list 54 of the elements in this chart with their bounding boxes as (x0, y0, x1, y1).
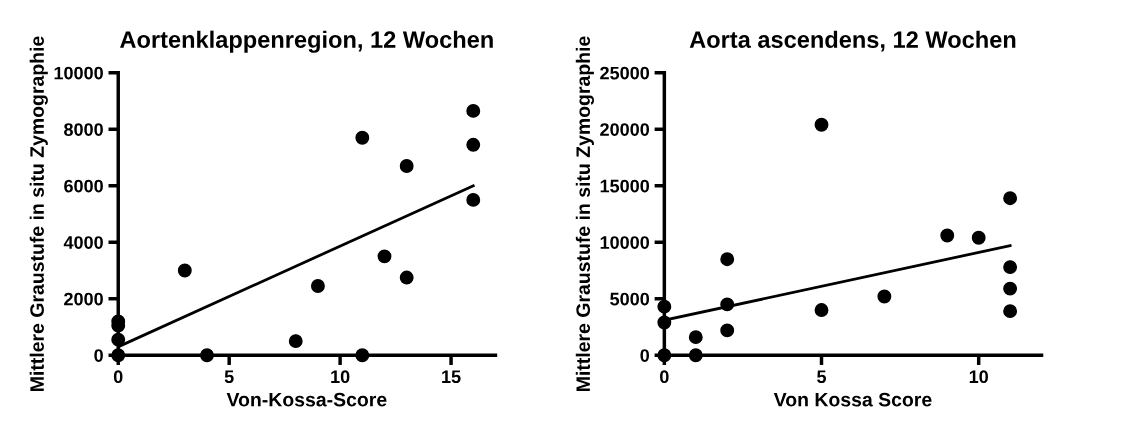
y-tick-label: 10000 (600, 236, 650, 249)
y-tick-label: 8000 (64, 123, 103, 136)
point (200, 348, 214, 363)
point (111, 332, 126, 347)
point (355, 130, 370, 145)
point (657, 299, 672, 314)
point (466, 192, 481, 207)
point (720, 323, 735, 338)
y-tick-label: 2000 (64, 292, 103, 306)
point (877, 289, 892, 304)
point (814, 117, 829, 132)
point (355, 348, 370, 363)
y-tick-label: 0 (640, 349, 650, 362)
chart-title: Aortenklappenregion, 12 Wochen (120, 30, 493, 53)
point (1003, 281, 1018, 296)
point (399, 270, 414, 285)
y-tick-label: 10000 (54, 66, 103, 80)
y-axis-title: Mittlere Graustufe in situ Zymographie (29, 36, 48, 391)
x-tick-label: 5 (817, 370, 827, 384)
point (720, 297, 735, 312)
y-tick-label: 15000 (600, 179, 650, 193)
point (657, 315, 672, 330)
chart-title: Aorta ascendens, 12 Wochen (689, 30, 1016, 52)
point (720, 252, 735, 267)
point (466, 103, 481, 118)
y-tick-label: 0 (94, 349, 103, 362)
x-tick-label: 15 (442, 370, 461, 384)
x-tick-label: 0 (660, 370, 669, 384)
point (814, 303, 829, 317)
y-tick-label: 4000 (63, 236, 103, 249)
point (1003, 260, 1018, 275)
point (1003, 304, 1018, 319)
point (399, 159, 414, 173)
point (177, 263, 192, 278)
y-tick-label: 6000 (64, 179, 103, 193)
x-axis-title: Von-Kossa-Score (226, 392, 387, 407)
x-tick-label: 10 (331, 370, 350, 384)
y-tick-label: 25000 (600, 66, 650, 80)
point (688, 330, 703, 345)
point (466, 137, 481, 152)
x-tick-label: 10 (969, 370, 988, 384)
point (940, 228, 955, 243)
x-tick-label: 0 (113, 370, 123, 384)
y-tick-label: 20000 (600, 123, 650, 136)
x-tick-label: 5 (224, 370, 234, 384)
point (288, 334, 303, 349)
point (688, 348, 703, 363)
point (377, 249, 392, 264)
x-axis-title: Von Kossa Score (773, 392, 932, 407)
point (1003, 191, 1018, 206)
y-axis-title: Mittlere Graustufe in situ Zymographie (575, 36, 594, 391)
y-tick-label: 5000 (610, 292, 650, 306)
point (971, 230, 986, 245)
point (310, 279, 325, 293)
